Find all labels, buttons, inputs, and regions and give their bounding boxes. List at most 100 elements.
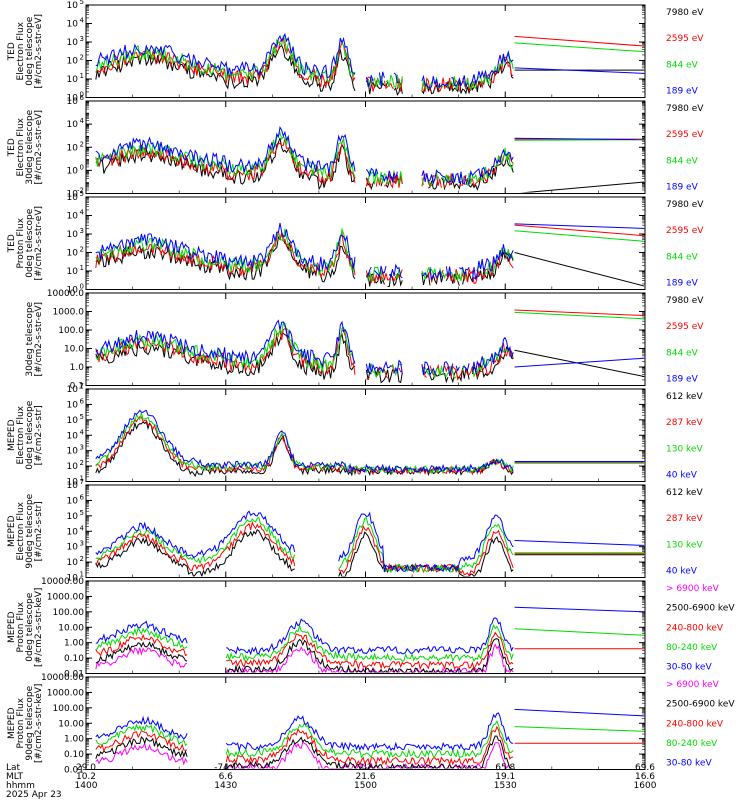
legend-entry: 40 keV	[666, 567, 698, 577]
date-label: 2025 Apr 23	[6, 790, 62, 800]
series-trace	[95, 131, 514, 186]
y-tick-exponent: 5	[80, 0, 84, 6]
series-trace	[95, 227, 514, 282]
panel-7: 0.010.101.0010.00100.001000.0010000.00ME…	[7, 577, 735, 680]
legend-entry: 7980 eV	[666, 296, 704, 306]
x-tick-time: 1530	[494, 781, 517, 791]
y-axis-label-line: Electron Flux	[16, 21, 26, 80]
y-tick-label: 10.00	[58, 719, 84, 729]
panel-frame	[85, 100, 646, 194]
y-axis-label-line: 30deg telescope	[25, 109, 35, 184]
series-trace	[95, 510, 514, 573]
y-tick-label: 100.0	[58, 326, 84, 336]
y-tick-label: 10	[67, 478, 79, 488]
legend-entry: 130 keV	[666, 444, 703, 454]
y-tick-label: 10	[67, 166, 79, 176]
y-tick-label: 10000.00	[41, 577, 84, 587]
y-axis-label-line: Electron Flux	[16, 405, 26, 464]
legend-entry: 30-80 keV	[666, 759, 712, 769]
y-tick-exponent: 5	[80, 413, 84, 421]
y-tick-label: 10	[67, 447, 79, 457]
y-tick-label: 10	[67, 416, 79, 426]
legend-entry: 80-240 keV	[666, 739, 718, 749]
x-row-label: MLT	[6, 772, 24, 782]
series-tail	[514, 224, 644, 237]
traces	[95, 708, 644, 769]
legend-entry: 40 keV	[666, 471, 698, 481]
legend-entry: 844 eV	[666, 252, 699, 262]
y-tick-label: 10	[67, 1, 79, 11]
panel-8: 0.010.101.0010.00100.001000.0010000.00ME…	[7, 673, 735, 776]
y-axis-label-line: Proton Flux	[16, 217, 26, 268]
y-tick-label: 10	[67, 143, 79, 153]
y-tick-label: 10	[67, 558, 79, 568]
y-axis-label: MEPED Electron Flux 90deg telescope [#/cm2-…	[7, 493, 44, 568]
y-tick-exponent: 1	[80, 571, 84, 579]
y-tick-label: 1000.0	[53, 308, 85, 318]
y-tick-exponent: 6	[80, 94, 85, 102]
y-axis-label: MEPED Proton Flux 0deg telescope [#/cm2-s-s…	[7, 588, 44, 667]
x-tick-lat: 69.6	[635, 763, 655, 773]
series-trace	[95, 137, 514, 191]
y-tick-exponent: 2	[80, 54, 84, 62]
series-trace	[95, 638, 514, 673]
y-tick-label: 10	[67, 120, 79, 130]
y-tick-exponent: 2	[80, 555, 84, 563]
y-axis-label-line: 90deg telescope	[25, 493, 35, 568]
y-tick-label: 10	[67, 496, 79, 506]
legend-entry: 130 keV	[666, 540, 703, 550]
y-axis-label-line: Proton Flux	[16, 601, 26, 652]
y-tick-label: 10	[67, 20, 79, 30]
y-axis-label: TED Proton Flux 0deg telescope [#/cm2-s-str…	[7, 206, 44, 281]
y-axis-label-line: 0deg telescope	[25, 400, 35, 470]
y-axis-label: TED Electron Flux 0deg telescope [#/cm2-s-s…	[7, 14, 44, 89]
y-axis-label-line: [#/cm2-s-str]	[34, 501, 44, 561]
series-trace	[95, 741, 514, 769]
x-tick-lat: -74.1	[214, 763, 237, 773]
x-tick-lat: 29.0	[76, 763, 96, 773]
y-tick-exponent: 2	[80, 246, 84, 254]
series-tail	[520, 181, 644, 193]
y-tick-label: 10	[67, 431, 79, 441]
y-tick-exponent: 3	[80, 35, 84, 43]
y-tick-label: 10	[67, 193, 79, 203]
traces	[95, 309, 644, 384]
legend-entry: 287 keV	[666, 418, 703, 428]
y-tick-label: 10	[67, 230, 79, 240]
x-tick-time: 1500	[354, 781, 377, 791]
panel-frame	[85, 676, 646, 770]
y-tick-label: 1.00	[64, 639, 84, 649]
series-tail	[514, 311, 644, 320]
legend-entry: 2595 eV	[666, 226, 704, 236]
y-tick-label: 1.00	[64, 735, 84, 745]
legend-entry: > 6900 keV	[666, 680, 720, 690]
y-axis-label-line: MEPED	[7, 419, 17, 451]
y-tick-exponent: 3	[80, 444, 84, 452]
y-axis-label-line: [#/cm2-s-str-keV]	[34, 684, 44, 763]
series-trace	[95, 631, 514, 671]
y-tick-label: 10.0	[64, 345, 84, 355]
x-tick-lat: 65.8	[495, 763, 515, 773]
x-tick-time: 1600	[634, 781, 657, 791]
series-tail	[514, 230, 644, 242]
series-tail	[514, 35, 644, 47]
y-tick-exponent: 0	[80, 163, 84, 171]
y-tick-label: 10	[67, 57, 79, 67]
y-tick-label: 10	[67, 38, 79, 48]
x-tick-mlt: 16.6	[635, 772, 655, 782]
legend-entry: 612 keV	[666, 392, 703, 402]
y-axis-label-line: 30deg telescope	[25, 301, 35, 376]
y-axis-label-line: [#/cm2-s-str-eV]	[34, 110, 44, 185]
series-trace	[95, 32, 514, 89]
panel-frame	[85, 484, 646, 578]
legend-entry: 2500-6900 keV	[666, 604, 735, 614]
y-axis-label-line: Electron Flux	[16, 117, 26, 176]
y-tick-exponent: 4	[80, 209, 85, 217]
x-tick-mlt: 19.1	[495, 772, 515, 782]
y-tick-label: 10	[67, 190, 79, 200]
